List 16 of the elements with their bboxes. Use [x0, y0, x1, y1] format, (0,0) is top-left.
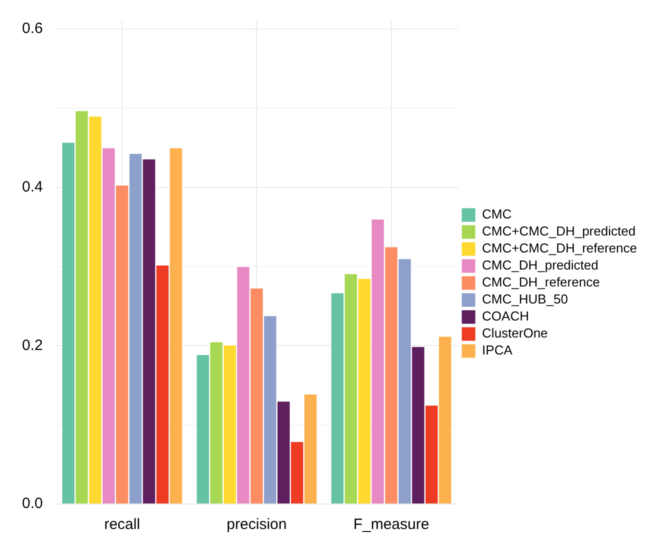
x-tick-label: recall [104, 516, 140, 534]
legend-label: CMC_DH_reference [482, 274, 600, 290]
legend-label: CMC+CMC_DH_reference [482, 240, 638, 256]
y-tick-label: 0.6 [22, 20, 43, 38]
legend-label: CMC_HUB_50 [482, 292, 568, 307]
x-tick-label: F_measure [353, 516, 430, 534]
y-tick-label: 0.0 [22, 495, 43, 512]
legend-label: ClusterOne [482, 326, 548, 341]
legend-label: CMC_DH_predicted [482, 258, 598, 273]
y-tick-label: 0.2 [22, 336, 43, 354]
x-tick-label: precision [226, 516, 287, 534]
legend-label: COACH [482, 308, 529, 324]
y-tick-label: 0.4 [22, 178, 43, 196]
legend-label: CMC [482, 206, 512, 222]
legend-label: IPCA [482, 342, 513, 358]
legend-label: CMC+CMC_DH_predicted [482, 224, 636, 239]
